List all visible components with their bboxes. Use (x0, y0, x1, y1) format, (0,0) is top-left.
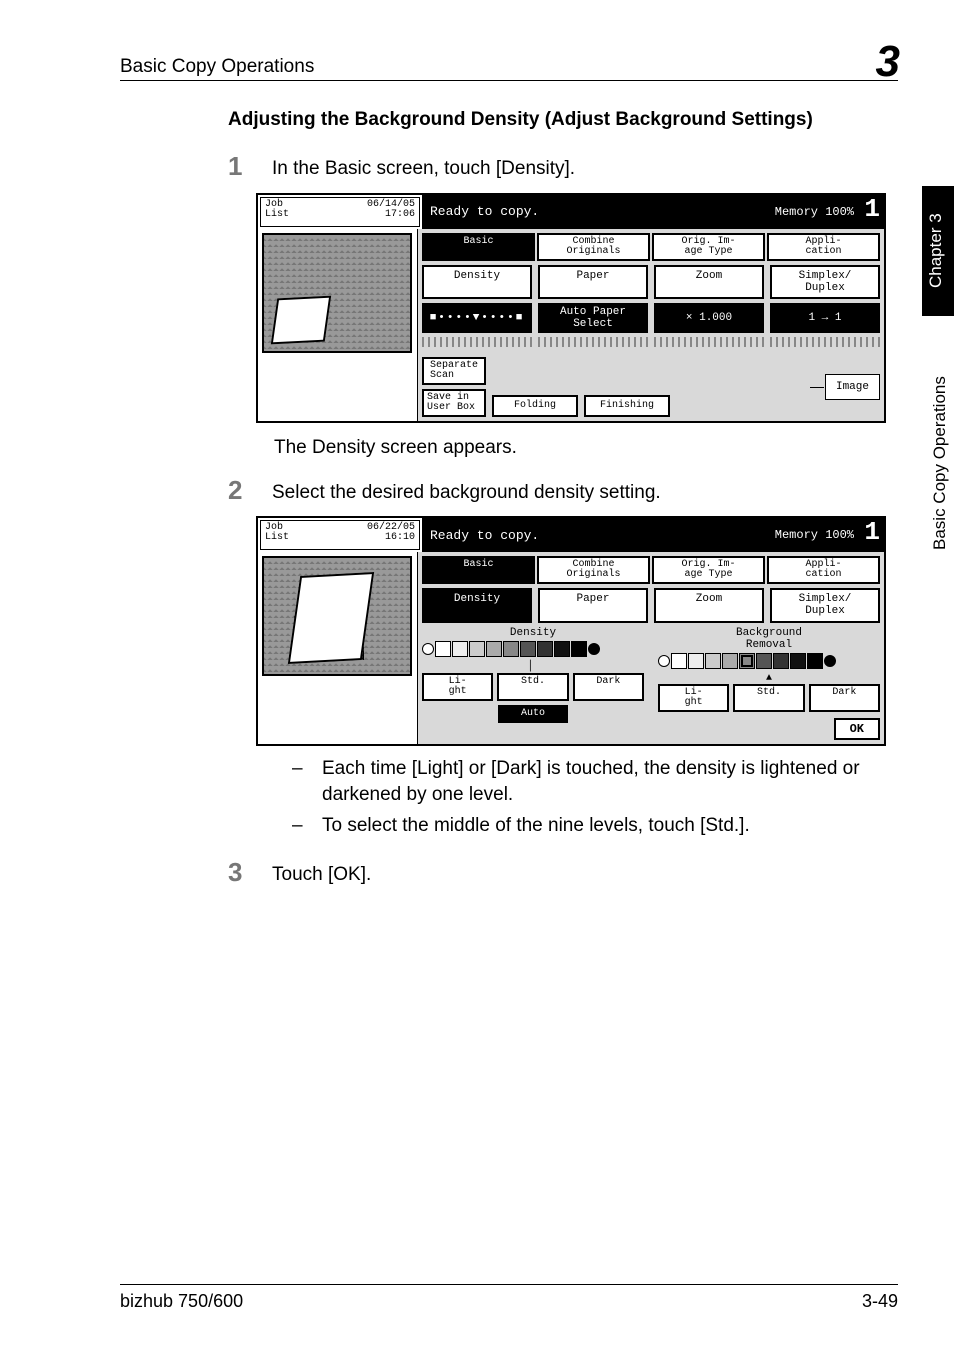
step-2-bullets: Each time [Light] or [Dark] is touched, … (292, 756, 898, 840)
tab-row: Basic Combine Originals Orig. Im- age Ty… (422, 556, 880, 584)
density-indicator: ■••••▼••••■ (422, 303, 532, 333)
bullet-2: To select the middle of the nine levels,… (292, 813, 898, 840)
tab-application[interactable]: Appli- cation (767, 556, 880, 584)
step-2-text: Select the desired background density se… (272, 475, 898, 507)
tab-row: Basic Combine Originals Orig. Im- age Ty… (422, 233, 880, 261)
step-3-text: Touch [OK]. (272, 857, 898, 889)
tab-application[interactable]: Appli- cation (767, 233, 880, 261)
zoom-value[interactable]: × 1.000 (654, 303, 764, 333)
simplex-duplex-button[interactable]: Simplex/ Duplex (770, 588, 880, 622)
ok-button[interactable]: OK (834, 718, 880, 740)
chapter-number: 3 (876, 44, 898, 79)
page-footer: bizhub 750/600 3-49 (120, 1284, 898, 1312)
footer-page: 3-49 (862, 1291, 898, 1312)
simplex-duplex-button[interactable]: Simplex/ Duplex (770, 265, 880, 299)
job-list-timestamp: 06/14/05 17:06 (363, 198, 419, 226)
step-1-after: The Density screen appears. (274, 437, 898, 459)
job-list-box[interactable]: Job List 06/22/05 16:10 (260, 520, 420, 550)
preview-thumbnail (262, 556, 412, 676)
paper-button[interactable]: Paper (538, 588, 648, 622)
tab-orig-image[interactable]: Orig. Im- age Type (652, 233, 765, 261)
tab-combine[interactable]: Combine Originals (537, 556, 650, 584)
folding-button[interactable]: Folding (492, 395, 578, 417)
copy-counter: 1 (864, 517, 880, 547)
zoom-button[interactable]: Zoom (654, 265, 764, 299)
status-memory: Memory 100% (775, 528, 854, 542)
bg-removal-strip[interactable] (658, 653, 880, 669)
simplex-value[interactable]: 1 → 1 (770, 303, 880, 333)
dark-button[interactable]: Dark (573, 673, 644, 701)
tab-combine[interactable]: Combine Originals (537, 233, 650, 261)
job-list-timestamp: 06/22/05 16:10 (363, 521, 419, 549)
density-button[interactable]: Density (422, 588, 532, 622)
density-strip[interactable] (422, 641, 644, 657)
step-1-number: 1 (228, 151, 272, 182)
job-list-label: Job List (261, 521, 363, 549)
step-1: 1 In the Basic screen, touch [Density]. (228, 151, 898, 183)
copy-counter: 1 (864, 194, 880, 224)
bg-std-button[interactable]: Std. (733, 684, 804, 712)
side-tab-chapter: Chapter 3 (922, 186, 954, 316)
footer-model: bizhub 750/600 (120, 1291, 243, 1312)
light-button[interactable]: Li- ght (422, 673, 493, 701)
tab-orig-image[interactable]: Orig. Im- age Type (652, 556, 765, 584)
auto-paper-select-button[interactable]: Auto Paper Select (538, 303, 648, 333)
bg-dark-button[interactable]: Dark (809, 684, 880, 712)
paper-button[interactable]: Paper (538, 265, 648, 299)
separate-scan-button[interactable]: Separate Scan (422, 357, 486, 385)
step-2-number: 2 (228, 475, 272, 506)
step-2: 2 Select the desired background density … (228, 475, 898, 507)
bullet-1: Each time [Light] or [Dark] is touched, … (292, 756, 898, 809)
image-label: Image (825, 374, 880, 400)
bg-pointer: ▲ (658, 673, 880, 684)
density-pointer: ▏ (422, 661, 644, 673)
std-button[interactable]: Std. (497, 673, 568, 701)
finishing-button[interactable]: Finishing (584, 395, 670, 417)
status-memory: Memory 100% (775, 205, 854, 219)
step-3: 3 Touch [OK]. (228, 857, 898, 889)
status-ready: Ready to copy. (430, 528, 775, 543)
bg-light-button[interactable]: Li- ght (658, 684, 729, 712)
save-userbox-button[interactable]: Save in User Box (422, 389, 486, 417)
dots-decor (770, 337, 880, 347)
density-button[interactable]: Density (422, 265, 532, 299)
dots-decor (654, 337, 764, 347)
job-list-label: Job List (261, 198, 363, 226)
job-list-box[interactable]: Job List 06/14/05 17:06 (260, 197, 420, 227)
section-title: Basic Copy Operations (120, 56, 876, 78)
preview-thumbnail (262, 233, 412, 353)
auto-button[interactable]: Auto (498, 705, 568, 723)
dots-decor (422, 337, 532, 347)
tab-basic[interactable]: Basic (422, 556, 535, 584)
step-1-text: In the Basic screen, touch [Density]. (272, 151, 898, 183)
bg-removal-title: Background Removal (658, 627, 880, 651)
dots-decor (538, 337, 648, 347)
page-header: Basic Copy Operations 3 (120, 40, 898, 81)
step-3-number: 3 (228, 857, 272, 888)
subheading: Adjusting the Background Density (Adjust… (228, 109, 898, 131)
side-tab-section: Basic Copy Operations (930, 338, 950, 588)
lcd-screen-1: Job List 06/14/05 17:06 Ready to copy. M… (256, 193, 886, 423)
status-ready: Ready to copy. (430, 204, 775, 219)
tab-basic[interactable]: Basic (422, 233, 535, 261)
lcd-screen-2: Job List 06/22/05 16:10 Ready to copy. M… (256, 516, 886, 745)
density-group-title: Density (422, 627, 644, 639)
zoom-button[interactable]: Zoom (654, 588, 764, 622)
